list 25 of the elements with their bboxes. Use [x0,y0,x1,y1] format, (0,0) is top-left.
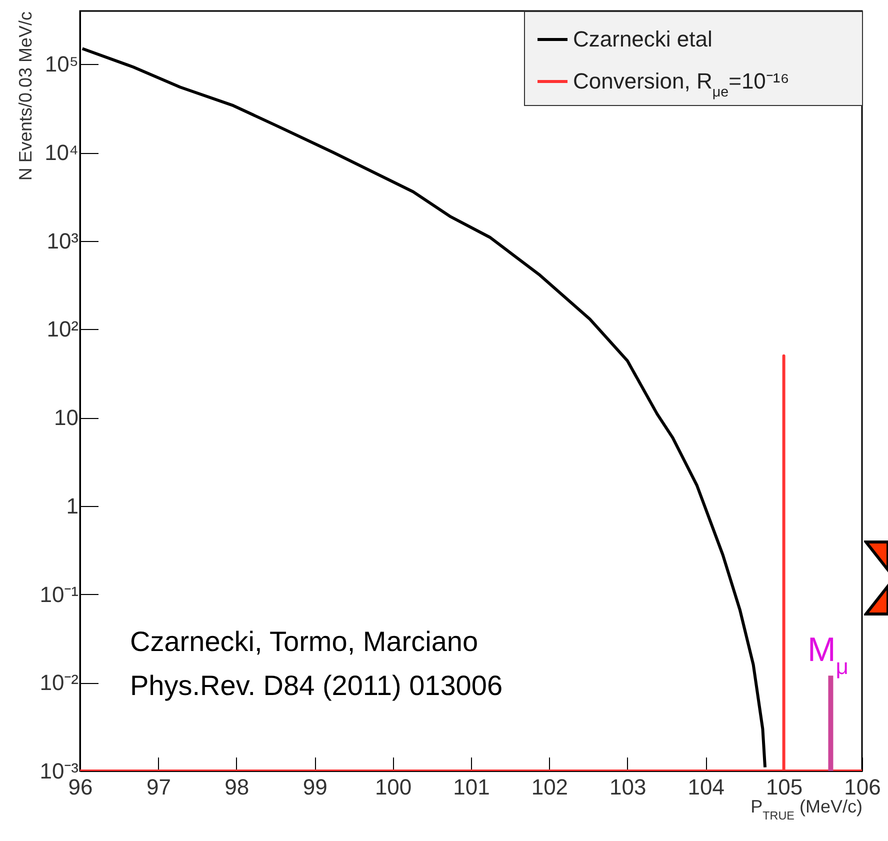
x-tick-label: 97 [146,774,171,800]
y-tick-label: 10⁴ [44,140,78,166]
x-tick-label: 99 [302,774,328,800]
y-tick-label: 10² [46,316,78,342]
x-tick-label: 104 [688,774,724,800]
y-tick-label: 10³ [46,228,78,254]
y-tick-label: 1 [66,493,78,518]
legend-label: Czarnecki etal [573,26,712,52]
x-tick-label: 102 [531,774,568,800]
x-tick-label: 98 [224,774,250,800]
x-tick-label: 103 [610,774,646,800]
y-axis-title: N Events/0.03 MeV/c [16,12,36,181]
y-tick-label: 10⁻¹ [40,582,78,607]
x-tick-label: 106 [844,774,881,800]
y-tick-label: 10⁵ [44,52,78,77]
legend-label: Conversion, R$_{μe}$=10⁻¹⁶ [573,68,790,100]
annotation: M$_{μ}$ [807,631,849,678]
x-tick-label: 105 [766,774,803,800]
y-tick-label: 10 [54,405,78,430]
annotation: Phys.Rev. D84 (2011) 013006 [130,670,503,701]
x-tick-label: 101 [453,774,490,800]
x-tick-label: 100 [374,774,412,800]
x-axis-title: P$_{TRUE}$ (MeV/c) [750,796,862,822]
y-tick-label: 10⁻² [40,670,78,696]
annotation: Czarnecki, Tormo, Marciano [130,626,478,657]
